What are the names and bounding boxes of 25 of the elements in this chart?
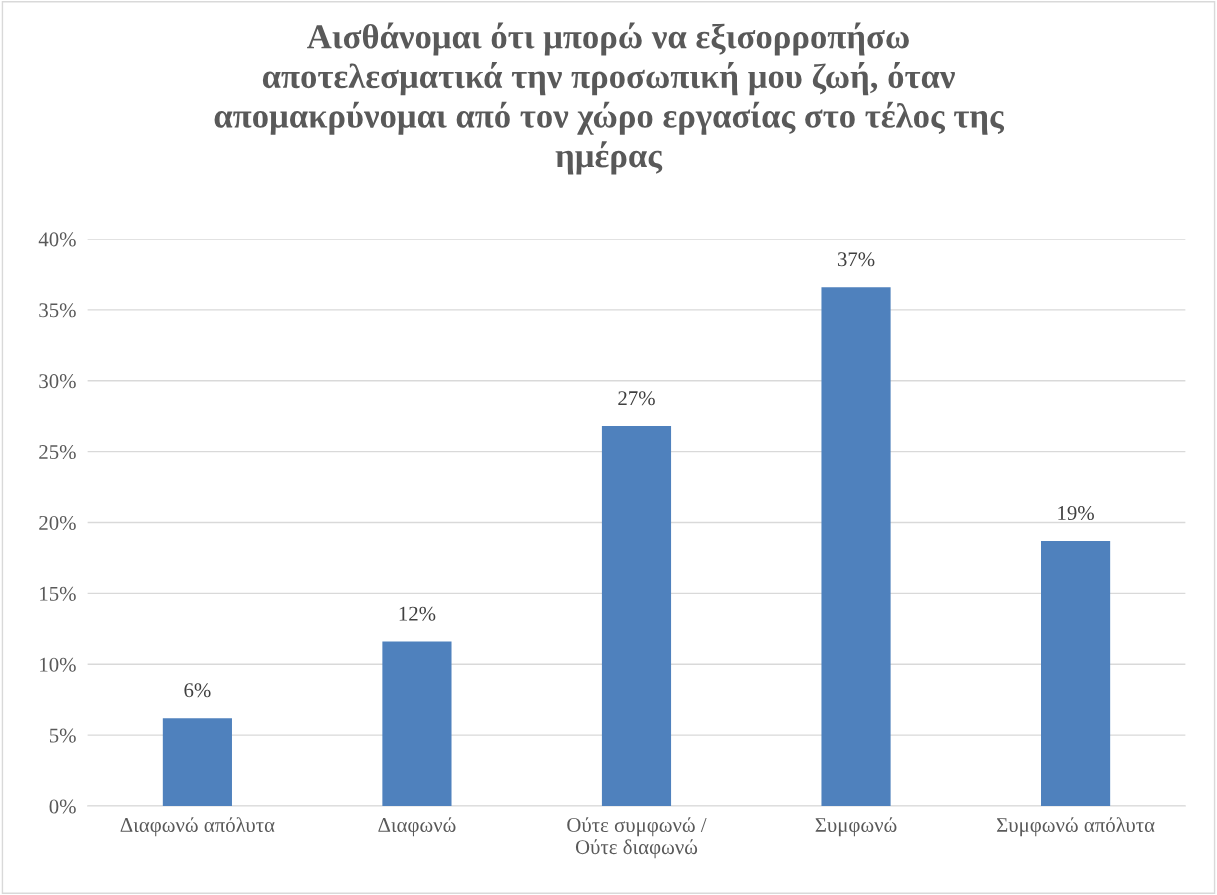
x-tick-label: Ούτε συμφωνώ / Ούτε διαφωνώ xyxy=(567,817,707,859)
y-tick-label: 5% xyxy=(49,728,76,743)
data-label: 19% xyxy=(1058,505,1094,521)
chart-title: Αισθάνομαι ότι μπορώ να εξισορροπήσω αποτελεσματικά την προσωπική μου ζωή, όταν απομακρύνομαι από τον χώρο εργασίας στο τέλος της ημέρας xyxy=(214,22,1005,175)
y-tick-label: 15% xyxy=(40,586,76,601)
data-label: 6% xyxy=(184,683,211,698)
y-tick-label: 40% xyxy=(38,232,76,247)
bar xyxy=(821,287,891,807)
y-tick-label: 30% xyxy=(39,374,76,389)
y-tick-label: 20% xyxy=(39,515,76,530)
bar xyxy=(162,718,232,807)
x-tick-label: Διαφωνώ απόλυτα xyxy=(120,817,275,837)
x-tick-label: Συμφωνώ xyxy=(815,817,897,837)
y-tick-label: 25% xyxy=(39,444,76,460)
bar xyxy=(1041,540,1111,807)
data-label: 37% xyxy=(837,252,875,267)
y-tick-label: 35% xyxy=(39,303,76,318)
bar xyxy=(382,641,452,807)
x-tick-label: Συμφωνώ απόλυτα xyxy=(996,817,1155,837)
x-tick-label: Διαφωνώ xyxy=(378,817,456,837)
y-tick-label: 10% xyxy=(40,657,76,672)
data-label: 27% xyxy=(618,391,655,406)
y-tick-label: 0% xyxy=(49,799,76,814)
data-label: 12% xyxy=(399,606,436,621)
bar xyxy=(601,426,672,807)
